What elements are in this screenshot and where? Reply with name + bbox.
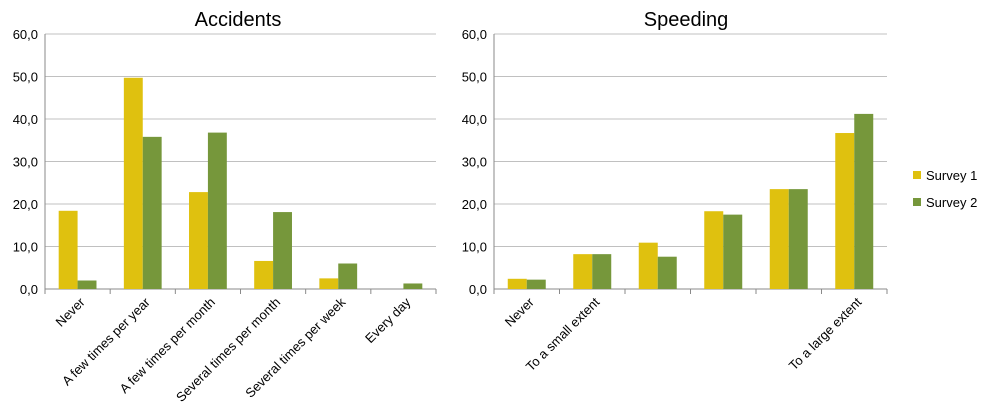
bar-survey-2 (77, 280, 97, 289)
legend-swatch (913, 198, 921, 206)
bar-survey-1 (704, 211, 724, 289)
x-tick-label: Several times per month (173, 295, 283, 405)
x-tick-label: Never (53, 294, 89, 330)
bar-survey-2 (657, 256, 677, 289)
bar-survey-2 (788, 189, 808, 289)
bar-survey-1 (573, 254, 593, 289)
y-tick-label: 0,0 (20, 282, 38, 297)
bar-survey-2 (207, 132, 227, 289)
bar-survey-1 (638, 242, 658, 289)
y-tick-label: 30,0 (13, 155, 38, 170)
bar-survey-1 (769, 189, 789, 289)
y-tick-label: 20,0 (462, 197, 487, 212)
bar-survey-1 (835, 133, 855, 289)
speeding-chart: Speeding 0,0 10,0 20,0 30,0 40,0 50,0 60,0 Never… (462, 9, 888, 374)
bar-survey-2 (142, 136, 162, 289)
bar-survey-1 (507, 278, 527, 289)
bar-survey-2 (273, 212, 292, 289)
legend-label: Survey 1 (926, 168, 977, 183)
bar-survey-1 (189, 192, 208, 289)
y-tick-label: 10,0 (13, 240, 38, 255)
bar-survey-1 (319, 278, 339, 289)
y-tick-label: 50,0 (13, 70, 38, 85)
bar-survey-2 (592, 254, 612, 289)
bar-survey-1 (58, 210, 78, 289)
bar-survey-2 (403, 283, 423, 289)
bar-survey-2 (723, 214, 743, 289)
accidents-chart: Accidents 0,0 10,0 20,0 30,0 40,0 50,0 60,0 Neve… (13, 9, 437, 405)
y-tick-label: 0,0 (469, 282, 487, 297)
y-tick-label: 10,0 (462, 240, 487, 255)
bar-survey-1 (254, 260, 274, 289)
x-tick-label: Never (502, 294, 538, 330)
chart-title: Accidents (195, 9, 282, 31)
y-tick-label: 40,0 (13, 112, 38, 127)
legend: Survey 1 Survey 2 (913, 168, 977, 210)
legend-label: Survey 2 (926, 195, 977, 210)
bar-survey-1 (123, 77, 143, 290)
bar-survey-2 (338, 263, 358, 289)
y-tick-label: 60,0 (13, 27, 38, 42)
chart-title: Speeding (644, 9, 729, 31)
bar-survey-2 (526, 279, 546, 289)
bar-survey-2 (854, 113, 874, 290)
y-tick-label: 20,0 (13, 197, 38, 212)
y-tick-label: 30,0 (462, 155, 487, 170)
x-tick-label: Every day (362, 294, 414, 346)
y-tick-label: 60,0 (462, 27, 487, 42)
x-tick-label: To a large extent (786, 294, 865, 373)
y-tick-label: 40,0 (462, 112, 487, 127)
legend-swatch (913, 171, 921, 179)
y-tick-label: 50,0 (462, 70, 487, 85)
